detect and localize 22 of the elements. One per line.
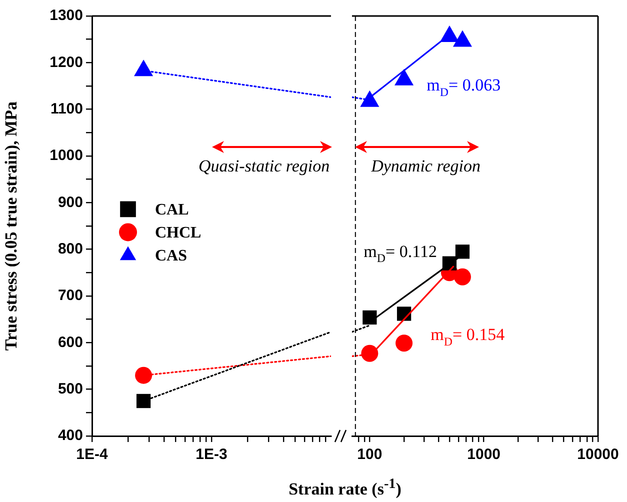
y-tick-label: 1100 <box>50 100 83 118</box>
y-tick-label: 800 <box>58 240 83 258</box>
legend-label: CAS <box>155 247 188 264</box>
x-tick-label: 10000 <box>577 446 619 464</box>
y-tick-label: 600 <box>58 334 83 351</box>
legend-label: CHCL <box>155 224 202 242</box>
y-tick-label: 1200 <box>50 54 83 71</box>
y-tick-label: 500 <box>58 380 83 398</box>
y-tick-label: 700 <box>58 287 83 304</box>
annotation: Dynamic region <box>370 156 480 176</box>
x-tick-label: 1E-4 <box>76 446 108 464</box>
x-tick-label: 1000 <box>467 446 501 464</box>
x-tick-label: 100 <box>357 446 382 464</box>
y-tick-label: 1300 <box>50 7 83 24</box>
legend-label: CAL <box>155 201 189 218</box>
x-tick-label: 1E-3 <box>196 446 228 464</box>
y-tick-label: 900 <box>58 194 83 211</box>
y-tick-label: 1000 <box>50 147 83 164</box>
y-axis-title: True stress (0.05 true strain), MPa <box>2 100 21 351</box>
y-tick-label: 400 <box>58 427 83 444</box>
annotation: Quasi-static region <box>198 156 330 176</box>
x-axis-title: Strain rate (s$^{-1}$) <box>288 476 402 500</box>
